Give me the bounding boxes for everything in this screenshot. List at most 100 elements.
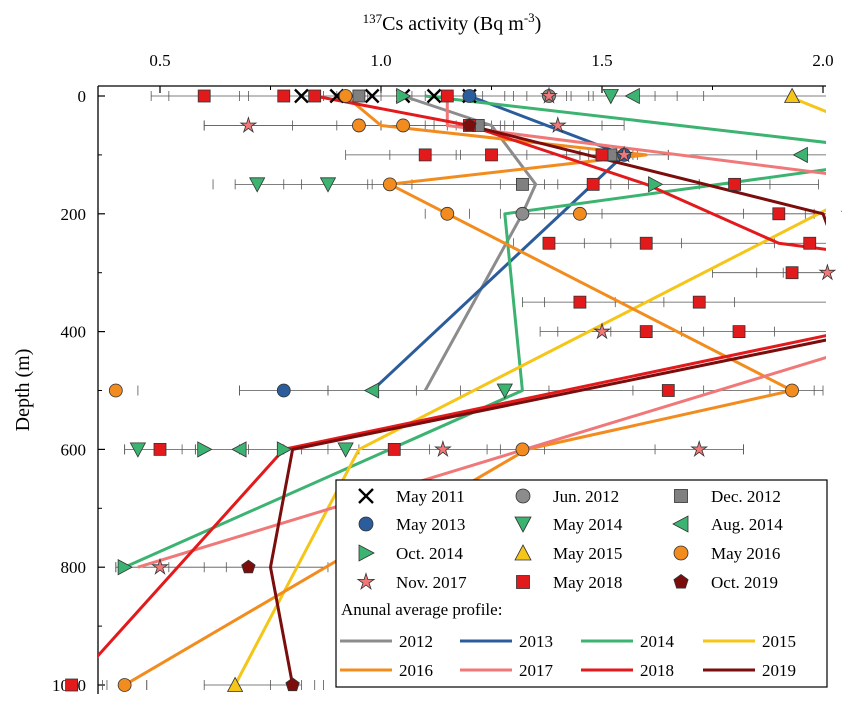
legend-profile-label: 2013 [519, 632, 553, 651]
point-may-2018 [573, 295, 587, 309]
point-may-2018 [595, 148, 609, 162]
data-points [65, 86, 842, 692]
y-tick-label: 0 [78, 87, 87, 106]
point-may-2016 [108, 383, 123, 398]
x-tick-label: 0.5 [149, 51, 170, 70]
point-may-2013 [462, 89, 477, 103]
legend-label: May 2011 [396, 487, 465, 506]
point-aug-2014 [231, 441, 247, 458]
legend-profile-label: 2019 [762, 661, 796, 680]
legend-profile-label: 2018 [640, 661, 674, 680]
point-oct-2019 [241, 559, 256, 574]
point-may-2011 [364, 88, 380, 104]
legend-marker [358, 516, 374, 532]
point-may-2013 [276, 383, 291, 398]
point-may-2015 [783, 87, 801, 103]
point-may-2018 [153, 442, 167, 456]
point-may-2018 [65, 678, 78, 692]
point-may-2018 [277, 89, 291, 103]
x-tick-label: 1.0 [370, 51, 391, 70]
point-may-2011 [426, 88, 442, 104]
point-may-2016 [785, 383, 799, 398]
x-tick-label: 2.0 [812, 51, 833, 70]
legend-marker [514, 544, 532, 561]
legend-label: May 2013 [396, 515, 465, 534]
point-nov-2017 [690, 440, 709, 458]
legend-profile-label: 2017 [519, 661, 554, 680]
point-may-2014 [496, 383, 513, 399]
point-oct-2014 [396, 87, 412, 105]
point-may-2018 [387, 442, 401, 456]
legend-marker [356, 572, 376, 591]
point-may-2016 [338, 89, 353, 103]
legend-marker [515, 488, 531, 504]
point-nov-2017 [151, 557, 169, 575]
point-may-2014 [129, 442, 147, 458]
point-may-2014 [249, 177, 266, 193]
legend-profile-label: 2014 [640, 632, 675, 651]
point-may-2018 [785, 266, 799, 280]
point-aug-2014 [624, 87, 640, 105]
point-nov-2017 [548, 116, 567, 133]
point-nov-2017 [818, 263, 837, 281]
profile-line-2018 [98, 94, 826, 658]
point-nov-2017 [593, 322, 611, 340]
x-axis-title-isotope: 137 [363, 11, 383, 26]
profile-line-2019 [269, 124, 826, 686]
legend: May 2011 Jun. 2012 Dec. 2012 May 2013 May 20… [335, 479, 828, 688]
y-tick-label: 600 [61, 440, 87, 459]
legend-marker [672, 515, 689, 533]
legend-marker [516, 575, 530, 589]
point-oct-2014 [648, 176, 664, 193]
profile-line-2012 [402, 94, 538, 392]
point-may-2018 [440, 89, 454, 103]
legend-label: May 2016 [711, 544, 780, 563]
legend-profile-title: Anunal average profile: [341, 600, 502, 619]
legend-label: Oct. 2019 [711, 573, 778, 592]
point-nov-2017 [239, 116, 258, 133]
legend-marker [358, 544, 375, 562]
point-may-2018 [728, 177, 741, 191]
point-oct-2019 [285, 677, 300, 692]
x-axis-title-close: ) [535, 13, 542, 35]
legend-marker [673, 545, 689, 561]
y-tick-label: 400 [61, 323, 87, 342]
legend-label: May 2015 [553, 544, 622, 563]
legend-profile-label: 2016 [399, 661, 433, 680]
point-may-2018 [639, 325, 653, 339]
point-may-2014 [602, 89, 619, 105]
y-axis-title: Depth (m) [12, 349, 34, 432]
legend-profile-label: 2015 [762, 632, 796, 651]
legend-label: Jun. 2012 [553, 487, 619, 506]
x-axis-title: 137Cs activity (Bq m-3) [363, 10, 542, 35]
point-may-2016 [440, 206, 455, 221]
legend-label: Nov. 2017 [396, 573, 467, 592]
x-tick-label: 1.5 [591, 51, 612, 70]
point-nov-2017 [540, 86, 558, 104]
point-nov-2017 [434, 440, 452, 458]
legend-label: May 2014 [553, 515, 623, 534]
point-oct-2014 [276, 441, 293, 458]
point-may-2014 [337, 442, 354, 458]
legend-label: Dec. 2012 [711, 487, 781, 506]
point-may-2018 [803, 236, 817, 250]
legend-marker [673, 574, 689, 589]
point-may-2016 [573, 206, 587, 221]
point-dec-2012 [352, 89, 366, 103]
point-oct-2014 [117, 559, 133, 576]
legend-label: Oct. 2014 [396, 544, 464, 563]
point-may-2016 [117, 678, 132, 692]
y-tick-label: 200 [61, 205, 87, 224]
point-may-2018 [661, 384, 675, 397]
point-may-2018 [732, 325, 746, 339]
legend-label: Aug. 2014 [711, 515, 783, 534]
profile-line-2015 [233, 94, 826, 686]
point-may-2018 [418, 148, 432, 162]
point-may-2018 [542, 236, 556, 250]
point-may-2018 [639, 236, 653, 250]
x-axis-title-exponent: -3 [524, 10, 535, 25]
point-may-2018 [197, 89, 211, 103]
point-may-2014 [319, 177, 337, 193]
legend-marker [358, 488, 374, 504]
